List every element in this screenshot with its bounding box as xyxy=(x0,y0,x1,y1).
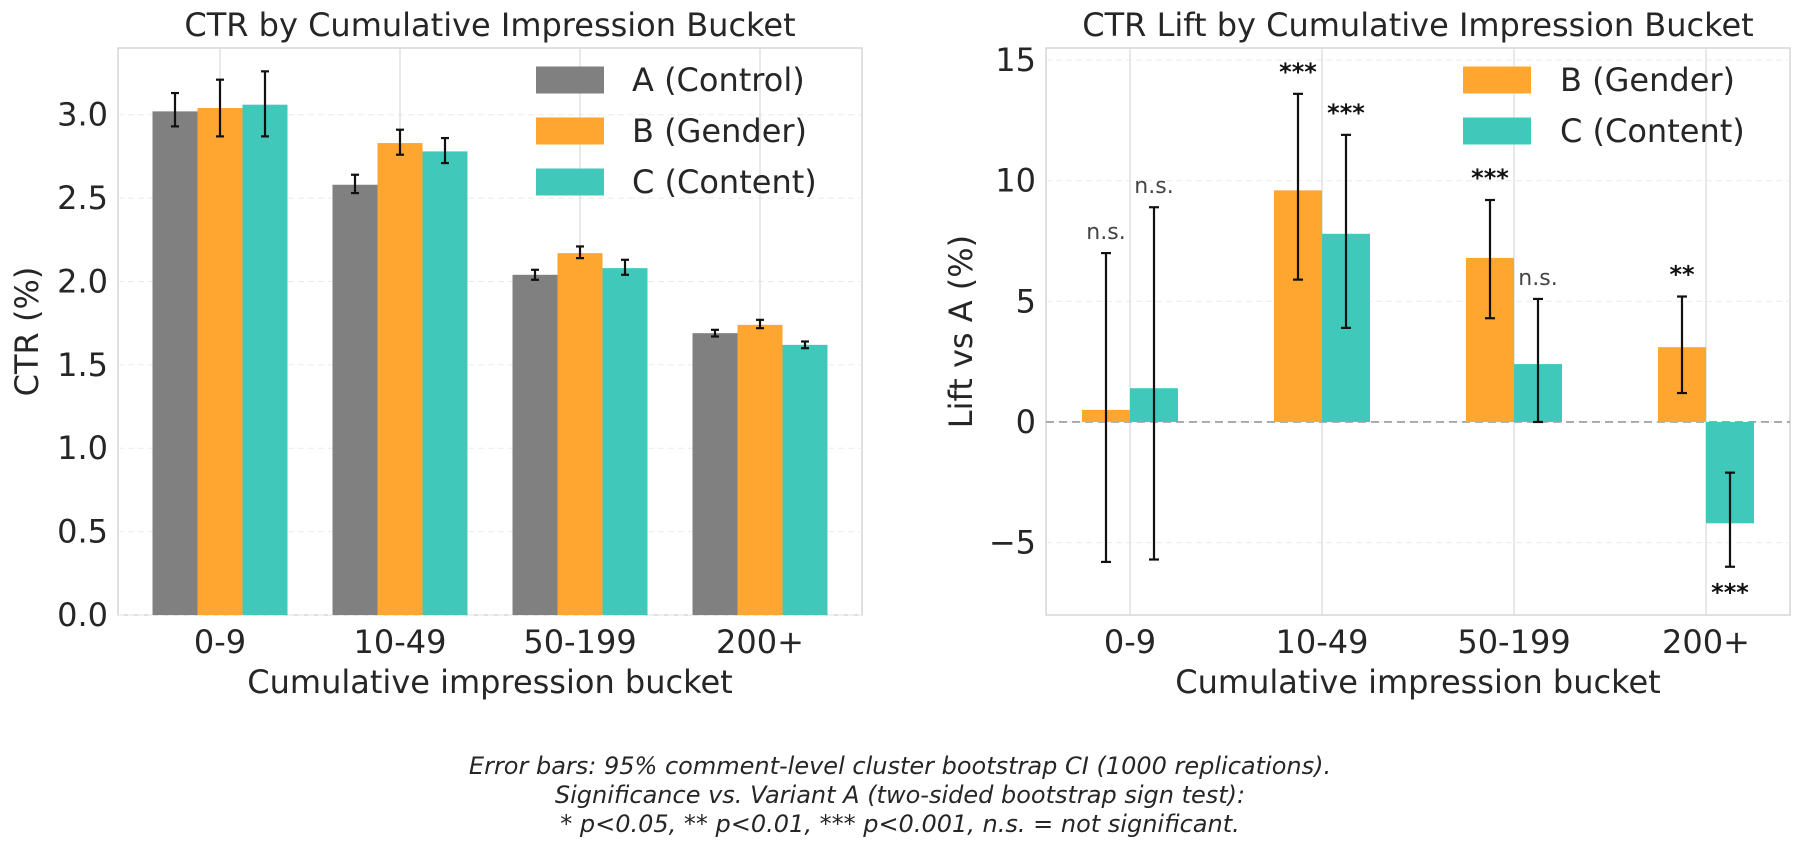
y-tick-label: 15 xyxy=(995,41,1036,79)
legend-label: A (Control) xyxy=(632,61,805,99)
significance-label: ** xyxy=(1669,261,1695,289)
chart-title: CTR by Cumulative Impression Bucket xyxy=(184,6,795,44)
y-tick-label: 2.0 xyxy=(57,262,108,300)
x-tick-labels: 0-9 10-49 50-199 200+ xyxy=(1104,623,1750,661)
bar xyxy=(692,333,738,615)
bar xyxy=(512,274,558,615)
x-tick-label: 10-49 xyxy=(354,623,447,661)
x-tick-label: 0-9 xyxy=(194,623,246,661)
legend-label: C (Content) xyxy=(1560,112,1745,150)
bar xyxy=(332,184,378,615)
caption: Error bars: 95% comment-level cluster bo… xyxy=(0,752,1800,839)
error-bars xyxy=(171,70,809,350)
bar xyxy=(377,143,423,615)
legend-label: B (Gender) xyxy=(1560,61,1735,99)
significance-label: n.s. xyxy=(1518,266,1557,291)
ctr-chart: 0.0 0.5 1.0 1.5 2.0 2.5 3.0 0-9 10-49 50-199 200+… xyxy=(8,6,863,701)
x-axis-label: Cumulative impression bucket xyxy=(1175,663,1660,701)
legend-swatch xyxy=(536,66,604,94)
x-tick-label: 50-199 xyxy=(523,623,636,661)
bar xyxy=(782,344,828,615)
y-tick-label: 5 xyxy=(1016,282,1036,320)
legend-swatch xyxy=(536,117,604,145)
bars xyxy=(152,104,828,616)
legend-label: B (Gender) xyxy=(632,112,807,150)
significance-label: *** xyxy=(1279,58,1317,86)
y-tick-label: 0.5 xyxy=(57,513,108,551)
significance-label: *** xyxy=(1327,99,1365,127)
y-axis-label: CTR (%) xyxy=(8,267,46,397)
x-tick-label: 10-49 xyxy=(1276,623,1369,661)
y-tick-labels: 0.0 0.5 1.0 1.5 2.0 2.5 3.0 xyxy=(57,96,108,634)
legend-swatch xyxy=(1463,66,1531,94)
bar xyxy=(422,151,468,616)
x-axis-label: Cumulative impression bucket xyxy=(247,663,732,701)
y-tick-label: 0 xyxy=(1016,403,1036,441)
error-bars xyxy=(1101,92,1735,568)
legend: B (Gender) C (Content) xyxy=(1463,61,1745,150)
legend-label: C (Content) xyxy=(632,163,817,201)
caption-line-3: * p<0.05, ** p<0.01, *** p<0.001, n.s. =… xyxy=(560,810,1240,838)
x-tick-label: 0-9 xyxy=(1104,623,1156,661)
x-tick-labels: 0-9 10-49 50-199 200+ xyxy=(194,623,804,661)
y-axis-label: Lift vs A (%) xyxy=(942,235,980,428)
significance-label: n.s. xyxy=(1134,174,1173,199)
caption-line-2: Significance vs. Variant A (two-sided bo… xyxy=(554,781,1246,809)
plot-area xyxy=(1045,47,1791,616)
bar xyxy=(557,253,603,615)
legend-swatch xyxy=(1463,117,1531,145)
significance-label: *** xyxy=(1471,164,1509,192)
x-tick-label: 200+ xyxy=(1662,623,1750,661)
bar xyxy=(197,108,243,616)
bar xyxy=(602,268,648,615)
bar xyxy=(152,111,198,615)
bar xyxy=(242,104,288,615)
y-tick-labels: −5 0 5 10 15 xyxy=(989,41,1036,562)
y-tick-label: 1.0 xyxy=(57,429,108,467)
y-tick-label: 1.5 xyxy=(57,346,108,384)
legend-swatch xyxy=(536,168,604,196)
significance-label: *** xyxy=(1711,579,1749,607)
y-tick-label: 3.0 xyxy=(57,96,108,134)
significance-labels: n.s.********n.s.***n.s.*** xyxy=(1086,58,1749,607)
bar xyxy=(737,324,783,615)
y-tick-label: 2.5 xyxy=(57,179,108,217)
y-tick-label: −5 xyxy=(989,524,1036,562)
y-tick-label: 0.0 xyxy=(57,596,108,634)
chart-title: CTR Lift by Cumulative Impression Bucket xyxy=(1082,6,1753,44)
legend: A (Control) B (Gender) C (Content) xyxy=(536,61,817,201)
x-tick-label: 50-199 xyxy=(1457,623,1570,661)
x-tick-label: 200+ xyxy=(716,623,804,661)
y-tick-label: 10 xyxy=(995,162,1036,200)
caption-line-1: Error bars: 95% comment-level cluster bo… xyxy=(468,752,1332,780)
significance-label: n.s. xyxy=(1086,220,1125,245)
